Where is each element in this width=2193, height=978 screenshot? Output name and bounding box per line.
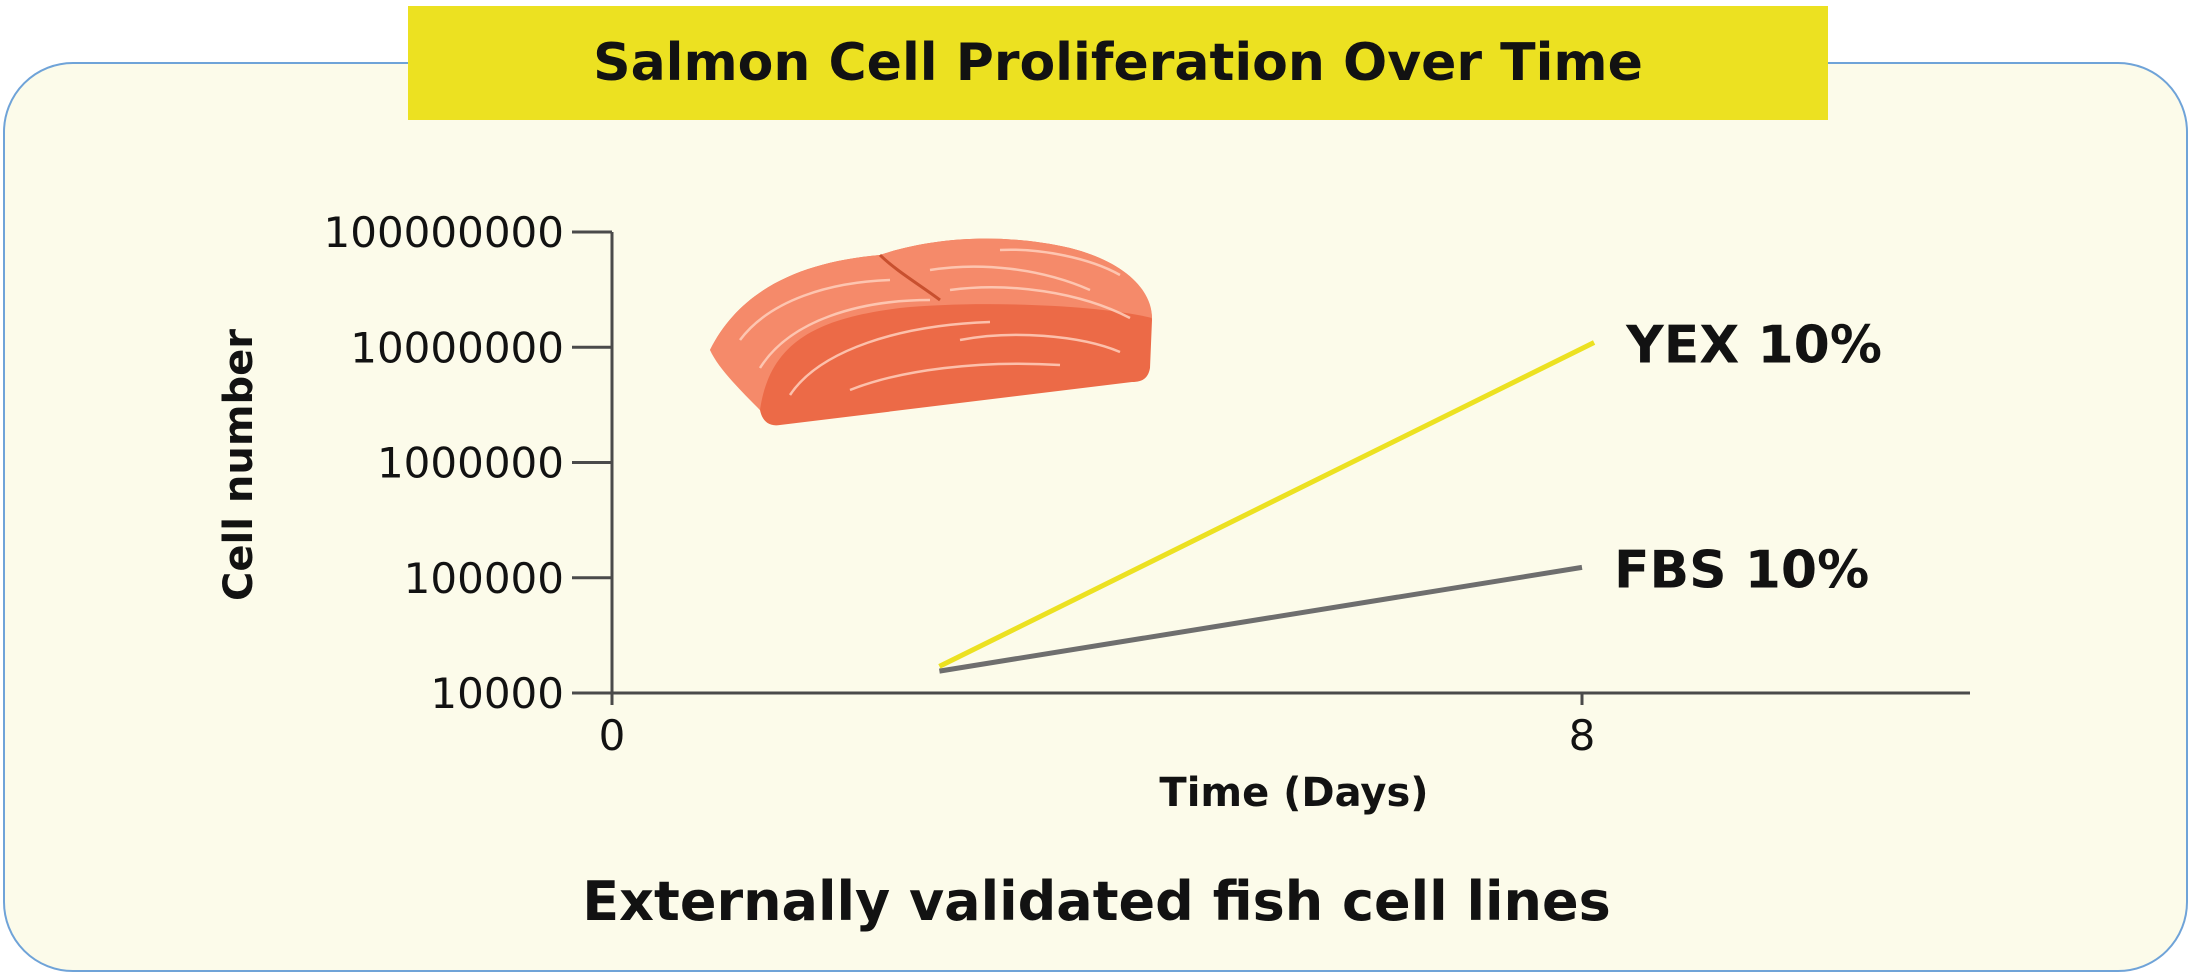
y-axis-label: Cell number bbox=[216, 329, 262, 601]
chart-title: Salmon Cell Proliferation Over Time bbox=[593, 33, 1643, 93]
series-line-yex-10 bbox=[938, 340, 1596, 669]
chart-series: YEX 10% FBS 10% bbox=[938, 315, 1882, 674]
y-tick-label: 10000 bbox=[430, 669, 564, 718]
title-banner: Salmon Cell Proliferation Over Time bbox=[408, 6, 1828, 120]
footer-caption: Externally validated fish cell lines bbox=[582, 870, 1611, 933]
series-label-fbs-10: FBS 10% bbox=[1614, 540, 1869, 600]
chart-card bbox=[3, 62, 2188, 972]
x-tick-label: 0 bbox=[599, 711, 626, 760]
y-tick-label: 1000000 bbox=[377, 439, 564, 488]
salmon-fillet-icon bbox=[710, 238, 1152, 426]
y-tick-label: 10000000 bbox=[350, 323, 564, 372]
x-axis-label: Time (Days) bbox=[1159, 770, 1428, 816]
series-label-yex-10: YEX 10% bbox=[1625, 315, 1882, 375]
series-line-fbs-10 bbox=[939, 564, 1583, 674]
x-tick-label: 8 bbox=[1569, 711, 1596, 760]
chart-axes: 10000 100000 1000000 10000000 100000000 0 8 bbox=[324, 208, 1970, 760]
y-tick-label: 100000000 bbox=[324, 208, 565, 257]
y-tick-label: 100000 bbox=[404, 554, 564, 603]
